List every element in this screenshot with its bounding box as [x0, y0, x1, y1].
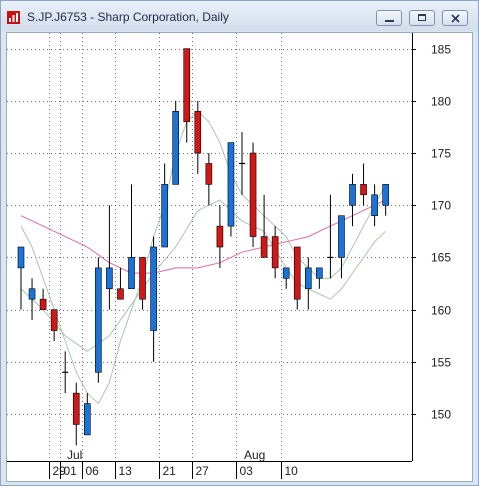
- candle-body-up: [371, 194, 378, 216]
- candle-body-down: [117, 288, 124, 300]
- candle-body-up: [17, 246, 25, 269]
- candle-body-up: [28, 288, 36, 300]
- grid: [7, 33, 412, 461]
- candle-body-down: [183, 48, 191, 123]
- candle-body-up: [106, 267, 113, 290]
- candle-body-up: [382, 184, 389, 206]
- y-tick-label: 170: [431, 199, 451, 213]
- candle-body-up: [304, 267, 312, 290]
- candle-body-up: [172, 110, 179, 185]
- candle-body-down: [216, 225, 224, 248]
- chart-panel[interactable]: 150 155 160 165 170 175 180 185 29 01 06 13 21 27 03 1…: [6, 32, 473, 482]
- y-tick-label: 150: [431, 408, 451, 422]
- candle-body-up: [95, 267, 102, 373]
- candle-body-down: [50, 309, 58, 331]
- candle-body-down: [194, 110, 202, 154]
- restore-button[interactable]: [409, 10, 435, 26]
- candle-body-down: [39, 298, 47, 310]
- y-tick-label: 180: [431, 95, 451, 109]
- candle-body-up: [349, 184, 356, 206]
- moving-average-line: [20, 110, 387, 405]
- x-tick-label: 27: [196, 464, 210, 478]
- x-tick-label: 29: [53, 464, 67, 478]
- close-button[interactable]: [442, 10, 468, 26]
- restore-icon: [418, 14, 426, 21]
- candle-body-up: [84, 403, 91, 436]
- candle-body-down: [293, 246, 301, 300]
- title-bar[interactable]: S.JP.J6753 - Sharp Corporation, Daily: [1, 1, 478, 31]
- month-label: Aug: [244, 448, 265, 462]
- x-tick-label: 21: [163, 464, 177, 478]
- window-title: S.JP.J6753 - Sharp Corporation, Daily: [27, 10, 229, 24]
- candle-body-up: [316, 267, 323, 279]
- minimize-icon: [385, 20, 394, 22]
- minimize-button[interactable]: [376, 10, 402, 26]
- y-axis: 150 155 160 165 170 175 180 185: [412, 43, 451, 422]
- x-tick-label: 03: [240, 464, 254, 478]
- candle-body-down: [360, 184, 367, 196]
- y-tick-label: 155: [431, 356, 451, 370]
- candle-body-up: [128, 257, 135, 290]
- chart-app-icon: [7, 11, 20, 24]
- candle-body-down: [260, 236, 268, 258]
- y-tick-label: 175: [431, 147, 451, 161]
- candle-body-down: [249, 152, 257, 237]
- candle-body-up: [338, 215, 345, 258]
- candles: [17, 48, 389, 446]
- y-tick-label: 165: [431, 251, 451, 265]
- x-tick-label: 01: [64, 464, 78, 478]
- y-tick-label: 160: [431, 304, 451, 318]
- month-label: Jul: [67, 448, 82, 462]
- candle-body-up: [282, 267, 290, 279]
- x-tick-label: 13: [119, 464, 133, 478]
- x-tick-label: 10: [285, 464, 299, 478]
- candle-body-up: [161, 184, 168, 248]
- y-tick-label: 185: [431, 43, 451, 57]
- plot-area: [7, 33, 412, 461]
- close-icon: [451, 14, 460, 23]
- candle-body-up: [150, 246, 157, 331]
- candle-body-up: [227, 142, 235, 227]
- moving-average-line: [20, 199, 386, 274]
- candle-body-down: [72, 392, 80, 425]
- candle-body-down: [205, 163, 213, 185]
- candle-body-down: [139, 257, 146, 300]
- candle-body-down: [271, 236, 279, 269]
- x-tick-label: 06: [86, 464, 100, 478]
